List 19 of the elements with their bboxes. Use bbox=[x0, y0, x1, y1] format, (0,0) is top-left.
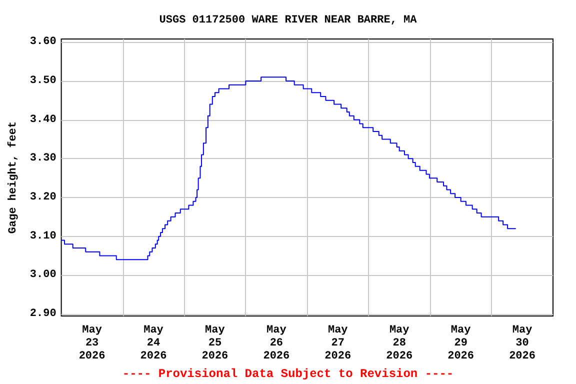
y-tick-label: 3.60 bbox=[30, 36, 56, 48]
x-tick-label: May 25 2026 bbox=[202, 324, 228, 362]
x-tick-label: May 23 2026 bbox=[78, 324, 106, 362]
chart-title: USGS 01172500 WARE RIVER NEAR BARRE, MA bbox=[159, 14, 418, 26]
x-tick-label: May 30 2026 bbox=[509, 324, 536, 362]
y-axis-title: Gage height, feet bbox=[6, 121, 20, 234]
x-tick-label: May 29 2026 bbox=[448, 324, 474, 362]
x-tick-label: May 28 2026 bbox=[386, 324, 413, 362]
y-tick-label: 3.50 bbox=[30, 74, 56, 87]
y-tick-label: 3.30 bbox=[30, 152, 56, 165]
y-tick-label: 2.90 bbox=[30, 308, 56, 320]
y-tick-label: 3.20 bbox=[30, 192, 56, 204]
y-tick-label: 3.10 bbox=[30, 230, 56, 242]
y-tick-label: 3.40 bbox=[30, 114, 56, 126]
text: ---- Provisional Data Subject to Revision ---- bbox=[122, 367, 454, 381]
x-tick-label: May 26 2026 bbox=[263, 324, 290, 362]
x-tick-label: May 27 2026 bbox=[324, 324, 352, 362]
y-tick-label: 3.00 bbox=[30, 269, 56, 282]
x-tick-label: May 24 2026 bbox=[140, 324, 167, 362]
